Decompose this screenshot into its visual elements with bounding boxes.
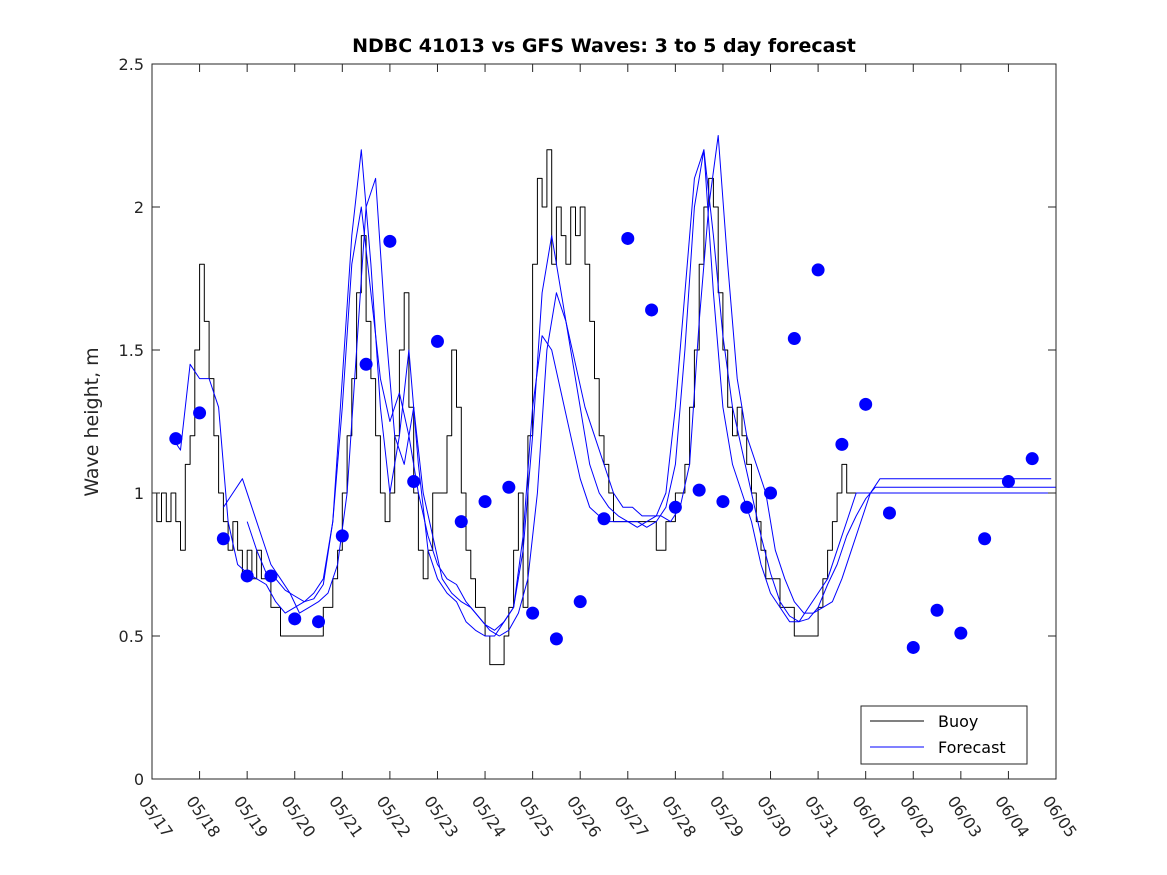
plot-area	[152, 135, 1056, 666]
y-tick-label: 0.5	[119, 627, 144, 646]
forecast-line	[222, 135, 1052, 637]
forecast-marker	[621, 231, 635, 245]
forecast-marker	[645, 303, 659, 317]
forecast-line	[246, 149, 1056, 631]
axes-box	[151, 63, 1057, 780]
forecast-marker	[549, 632, 563, 646]
forecast-marker	[859, 397, 873, 411]
forecast-marker	[240, 569, 254, 583]
forecast-marker	[288, 612, 302, 626]
forecast-marker	[193, 406, 207, 420]
forecast-marker	[454, 515, 468, 529]
forecast-marker	[335, 529, 349, 543]
forecast-marker	[407, 475, 421, 489]
forecast-marker	[502, 480, 516, 494]
forecast-marker	[787, 332, 801, 346]
forecast-marker	[169, 432, 183, 446]
forecast-marker	[978, 532, 992, 546]
forecast-marker	[811, 263, 825, 277]
y-tick-label: 0	[134, 770, 144, 789]
forecast-marker	[764, 486, 778, 500]
forecast-marker	[597, 512, 611, 526]
forecast-marker	[835, 437, 849, 451]
forecast-line	[170, 149, 1056, 637]
y-tick-label: 1.5	[119, 341, 144, 360]
y-tick-label: 1	[134, 484, 144, 503]
chart-title: NDBC 41013 vs GFS Waves: 3 to 5 day fore…	[352, 35, 856, 57]
forecast-marker	[478, 495, 492, 509]
forecast-marker	[716, 495, 730, 509]
forecast-marker	[882, 506, 896, 520]
forecast-marker	[573, 595, 587, 609]
forecast-marker	[668, 500, 682, 514]
buoy-line	[152, 149, 1056, 666]
forecast-marker	[359, 357, 373, 371]
y-tick-label: 2.5	[119, 55, 144, 74]
forecast-marker	[906, 640, 920, 654]
forecast-marker	[526, 606, 540, 620]
forecast-marker	[954, 626, 968, 640]
y-tick-label: 2	[134, 198, 144, 217]
y-axis-label: Wave height, m	[81, 347, 103, 496]
legend-box	[860, 705, 1028, 765]
forecast-marker	[383, 234, 397, 248]
forecast-marker	[1025, 452, 1039, 466]
forecast-marker	[1001, 475, 1015, 489]
forecast-marker	[740, 500, 754, 514]
legend-label-forecast: Forecast	[938, 738, 1006, 757]
forecast-marker	[312, 615, 326, 629]
legend-label-buoy: Buoy	[938, 712, 978, 731]
forecast-marker	[264, 569, 278, 583]
legend: Buoy Forecast	[860, 705, 1028, 765]
forecast-marker	[216, 532, 230, 546]
forecast-marker	[430, 334, 444, 348]
forecast-marker	[930, 603, 944, 617]
forecast-marker	[692, 483, 706, 497]
